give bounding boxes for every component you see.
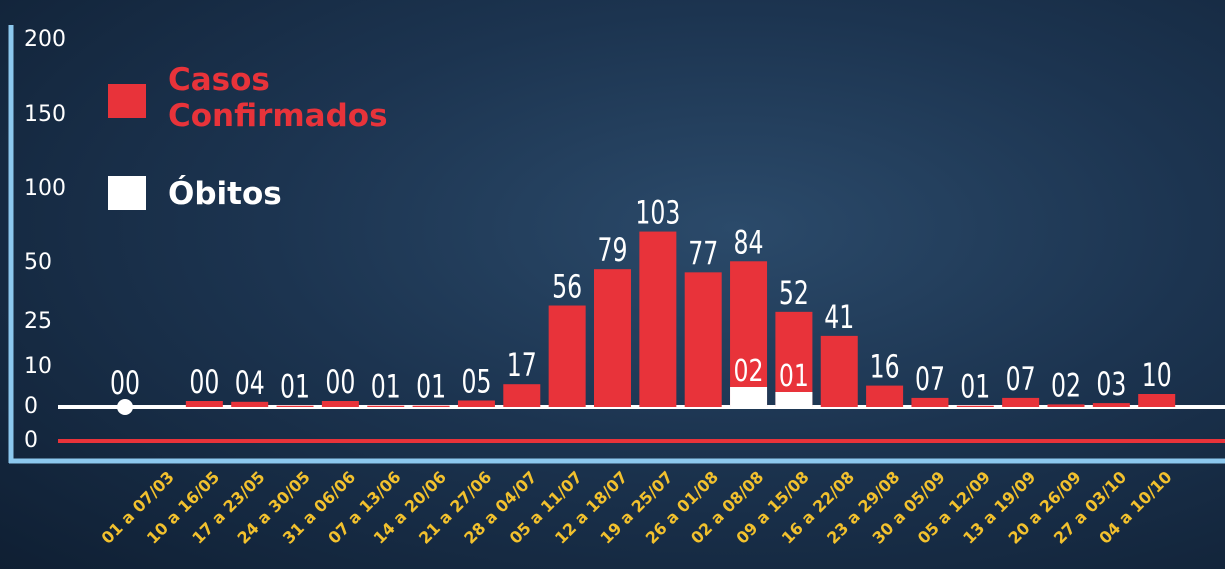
value-label-casos: 10 — [1142, 356, 1172, 394]
y-tick-label: 200 — [24, 27, 66, 52]
bar-casos — [775, 311, 813, 407]
bar-casos — [684, 272, 722, 407]
value-label-casos: 16 — [870, 348, 900, 386]
legend-item-obitos: Óbitos — [108, 176, 282, 212]
y-tick-label: 25 — [24, 309, 52, 334]
value-label-obitos: 01 — [779, 359, 809, 394]
bar-casos — [639, 231, 677, 407]
value-label-casos: 05 — [461, 363, 491, 401]
bar-casos — [866, 385, 904, 407]
y-tick-label: 10 — [24, 354, 52, 379]
legend-swatch-casos — [108, 84, 146, 118]
bar-casos — [956, 405, 994, 407]
legend-swatch-obitos — [108, 176, 146, 210]
value-label-casos: 02 — [1051, 366, 1081, 404]
y-tick-label: 100 — [24, 176, 66, 201]
bar-casos — [730, 261, 768, 407]
bar-casos — [911, 397, 949, 407]
bar-casos — [1138, 394, 1176, 407]
value-label-casos: 41 — [824, 298, 854, 336]
value-label-casos: 79 — [598, 231, 628, 269]
value-label-casos: 52 — [779, 274, 809, 312]
bar-casos — [231, 401, 269, 407]
value-label-casos: 01 — [960, 368, 990, 406]
bar-casos — [548, 305, 586, 407]
value-label-casos: 17 — [507, 346, 537, 384]
value-label-casos: 04 — [235, 364, 265, 402]
value-label-casos: 03 — [1096, 365, 1126, 403]
value-label-casos: 00 — [325, 363, 355, 401]
y-tick-label: 0 — [24, 394, 38, 419]
value-label-casos: 01 — [371, 368, 401, 406]
bar-casos — [594, 269, 631, 407]
bar-casos — [321, 401, 359, 407]
bar-casos — [412, 405, 450, 407]
zero-marker — [117, 399, 133, 415]
value-label-casos: 01 — [280, 368, 310, 406]
value-label-casos: 00 — [110, 364, 140, 402]
bar-casos — [367, 405, 405, 407]
bar-casos — [1092, 403, 1130, 407]
value-label-casos: 07 — [1006, 360, 1036, 398]
y-tick-label: 0 — [24, 428, 38, 453]
value-label-casos: 56 — [552, 268, 582, 306]
value-label-casos: 84 — [734, 223, 764, 261]
y-tick-label: 150 — [24, 102, 66, 127]
bar-casos — [820, 335, 858, 407]
bar-casos — [1047, 404, 1085, 407]
value-label-casos: 103 — [635, 194, 680, 232]
bar-obitos — [775, 392, 813, 407]
legend-label-casos: Casos Confirmados — [168, 62, 388, 134]
legend-label-obitos: Óbitos — [168, 176, 282, 212]
bar-casos — [1002, 397, 1040, 407]
legend-item-casos: Casos Confirmados — [108, 62, 428, 134]
value-label-casos: 01 — [416, 368, 446, 406]
bar-casos — [503, 384, 541, 407]
value-label-casos: 00 — [189, 363, 219, 401]
bar-casos — [185, 401, 223, 407]
y-tick-label: 50 — [24, 250, 52, 275]
value-label-obitos: 02 — [734, 354, 764, 389]
bar-casos — [276, 405, 314, 407]
bar-casos — [457, 400, 495, 407]
value-label-casos: 07 — [915, 360, 945, 398]
value-label-casos: 77 — [688, 234, 718, 272]
bar-obitos — [730, 387, 768, 407]
